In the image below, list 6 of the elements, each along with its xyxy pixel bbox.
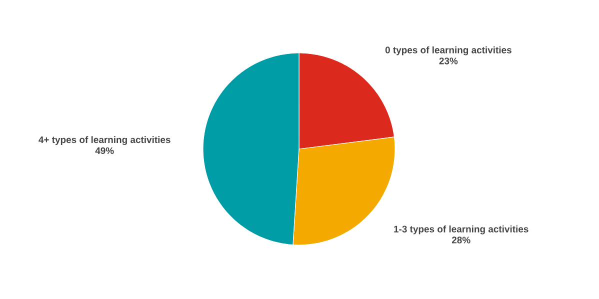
slice-label: 4+ types of learning activities [38, 136, 170, 145]
slice-label: 0 types of learning activities [385, 46, 512, 56]
data-label: 28% [452, 236, 470, 244]
data-label: 23% [439, 58, 458, 64]
data-label: 49% [95, 147, 114, 154]
slice-label: 1-3 types of learning activities [394, 225, 528, 234]
